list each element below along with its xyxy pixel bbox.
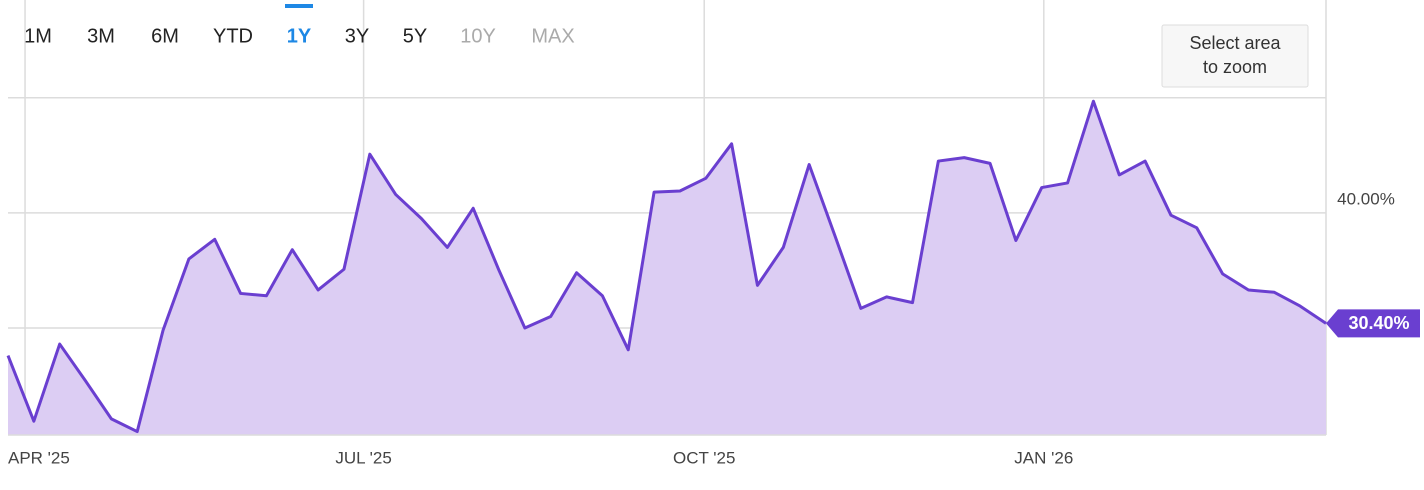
x-tick-label: JAN '26 — [1014, 448, 1073, 467]
last-value-tag — [1326, 309, 1420, 338]
zoom-button-label[interactable]: to zoom — [1203, 57, 1267, 77]
range-button[interactable]: YTD — [213, 25, 253, 47]
range-button[interactable]: 5Y — [403, 25, 427, 47]
zoom-button[interactable] — [1161, 24, 1309, 88]
range-button[interactable]: 3Y — [345, 25, 369, 47]
area-fill — [8, 101, 1326, 436]
range-button[interactable]: 6M — [151, 25, 179, 47]
active-indicator — [285, 4, 313, 8]
range-button[interactable]: 1M — [24, 25, 52, 47]
x-tick-label: OCT '25 — [673, 448, 735, 467]
y-tick-label: 40.00% — [1337, 189, 1395, 208]
range-button[interactable]: 3M — [87, 25, 115, 47]
zoom-button-label[interactable]: Select area — [1189, 33, 1281, 53]
last-value-label: 30.40% — [1348, 313, 1409, 333]
range-button: 10Y — [460, 25, 496, 47]
line — [6, 99, 1327, 434]
range-button: MAX — [531, 25, 574, 47]
range-button[interactable]: 1Y — [287, 25, 312, 47]
x-tick-label: APR '25 — [8, 448, 70, 467]
x-tick-label: JUL '25 — [335, 448, 391, 467]
